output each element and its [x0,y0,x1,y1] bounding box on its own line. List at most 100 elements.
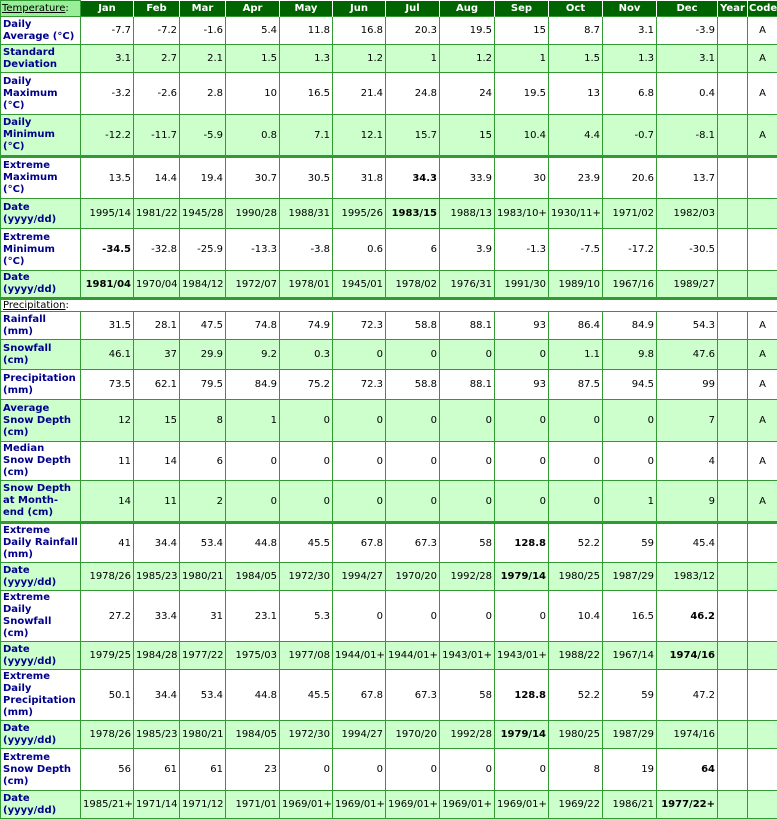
cell-apr: 1984/05 [226,721,280,749]
cell-sep: 1943/01+ [495,642,549,670]
column-header-dec: Dec [657,1,718,17]
cell-code [748,721,777,749]
cell-code [748,670,777,721]
cell-aug: 33.9 [440,157,495,199]
cell-jul: 0 [386,400,440,442]
cell-may: 0 [280,749,333,791]
row-label-snow-depth-at-month-end-cm: Snow Depth at Month-end (cm) [1,481,81,523]
cell-feb: -11.7 [134,115,180,157]
cell-apr: 1984/05 [226,563,280,591]
cell-jun: 31.8 [333,157,386,199]
extreme-value: -34.5 [102,244,131,255]
cell-aug: 58 [440,523,495,563]
table-row: Extreme Minimum (°C)-34.5-32.8-25.9-13.3… [1,229,777,271]
row-label-precipitation-mm: Precipitation (mm) [1,370,81,400]
cell-dec: 1983/12 [657,563,718,591]
row-label-average-snow-depth-cm: Average Snow Depth (cm) [1,400,81,442]
cell-aug: 24 [440,73,495,115]
cell-jul: 0 [386,749,440,791]
cell-year [718,157,748,199]
cell-code: A [748,340,777,370]
cell-nov: 1986/21 [603,791,657,819]
cell-code [748,523,777,563]
cell-oct: 1969/22 [549,791,603,819]
cell-nov: 59 [603,523,657,563]
cell-nov: 3.1 [603,17,657,45]
cell-jan: 1978/26 [81,563,134,591]
cell-sep: 0 [495,481,549,523]
cell-nov: -0.7 [603,115,657,157]
cell-oct: 0 [549,400,603,442]
cell-jan: 3.1 [81,45,134,73]
cell-aug: 19.5 [440,17,495,45]
cell-mar: 53.4 [180,523,226,563]
cell-dec: 47.6 [657,340,718,370]
cell-sep: 0 [495,442,549,481]
cell-nov: 0 [603,400,657,442]
cell-apr: 23 [226,749,280,791]
cell-aug: 1992/28 [440,721,495,749]
cell-jun: 0 [333,400,386,442]
cell-jan: 13.5 [81,157,134,199]
cell-jan: 14 [81,481,134,523]
cell-mar: 8 [180,400,226,442]
cell-sep: -1.3 [495,229,549,271]
cell-may: 45.5 [280,670,333,721]
row-label-daily-average-c: Daily Average (°C) [1,17,81,45]
cell-jun: 16.8 [333,17,386,45]
cell-code [748,791,777,819]
cell-year [718,45,748,73]
cell-mar: 2 [180,481,226,523]
cell-nov: 1967/16 [603,271,657,299]
cell-sep: 1991/30 [495,271,549,299]
cell-year [718,721,748,749]
cell-mar: 31 [180,591,226,642]
cell-feb: 61 [134,749,180,791]
cell-oct: 23.9 [549,157,603,199]
column-header-jan: Jan [81,1,134,17]
column-header-jun: Jun [333,1,386,17]
cell-sep: 128.8 [495,670,549,721]
cell-sep: 128.8 [495,523,549,563]
cell-feb: 33.4 [134,591,180,642]
cell-nov: 59 [603,670,657,721]
cell-jan: -34.5 [81,229,134,271]
column-header-oct: Oct [549,1,603,17]
cell-jan: 1979/25 [81,642,134,670]
cell-year [718,523,748,563]
cell-mar: -25.9 [180,229,226,271]
row-label-date-yyyy-dd: Date (yyyy/dd) [1,271,81,299]
cell-jul: 0 [386,442,440,481]
extreme-value: 1979/14 [501,571,546,582]
cell-sep: 93 [495,370,549,400]
cell-jul: 1983/15 [386,199,440,229]
cell-code [748,591,777,642]
cell-may: 75.2 [280,370,333,400]
cell-jul: 15.7 [386,115,440,157]
cell-jan: -7.7 [81,17,134,45]
cell-jun: 1945/01 [333,271,386,299]
column-header-nov: Nov [603,1,657,17]
cell-jan: -3.2 [81,73,134,115]
cell-year [718,17,748,45]
cell-apr: 44.8 [226,523,280,563]
cell-dec: 1974/16 [657,642,718,670]
cell-may: 0 [280,442,333,481]
cell-mar: 53.4 [180,670,226,721]
cell-apr: 1990/28 [226,199,280,229]
cell-nov: 20.6 [603,157,657,199]
extreme-value: 1981/04 [86,279,131,290]
cell-nov: 84.9 [603,312,657,340]
cell-oct: 0 [549,481,603,523]
row-label-extreme-daily-rainfall-mm: Extreme Daily Rainfall (mm) [1,523,81,563]
cell-nov: 9.8 [603,340,657,370]
cell-mar: 1980/21 [180,563,226,591]
cell-nov: -17.2 [603,229,657,271]
cell-mar: 1984/12 [180,271,226,299]
cell-feb: 28.1 [134,312,180,340]
cell-year [718,591,748,642]
